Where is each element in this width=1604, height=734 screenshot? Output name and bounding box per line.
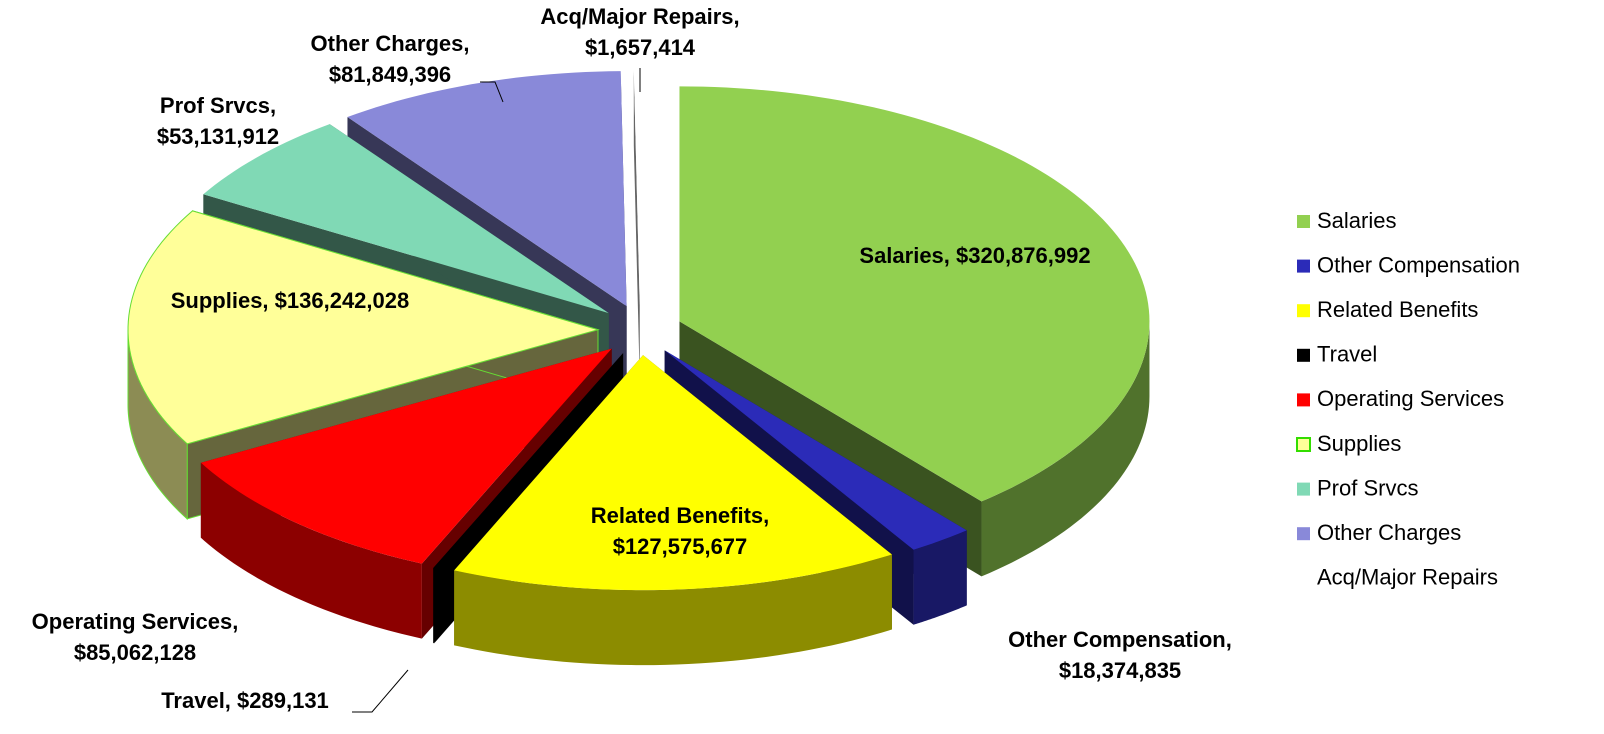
leader-line xyxy=(352,669,409,713)
data-label: Travel, $289,131 xyxy=(161,688,329,713)
slice-side xyxy=(633,69,640,380)
data-label: Other Compensation, $18,374,835 xyxy=(1008,627,1232,683)
data-label-line: $1,657,414 xyxy=(585,35,696,60)
data-label: Prof Srvcs, $53,131,912 xyxy=(157,93,279,149)
legend-swatch xyxy=(1297,348,1310,362)
data-label-line: $85,062,128 xyxy=(74,640,196,665)
legend-label: Other Compensation xyxy=(1317,252,1520,277)
data-label: Supplies, $136,242,028 xyxy=(171,288,410,313)
slice xyxy=(433,353,624,569)
legend-label: Operating Services xyxy=(1317,386,1504,411)
slice-side xyxy=(981,321,1150,577)
slice-side xyxy=(200,462,422,639)
slice xyxy=(633,69,640,380)
data-label-line: $18,374,835 xyxy=(1059,658,1181,683)
legend-label: Related Benefits xyxy=(1317,297,1478,322)
leader-line xyxy=(480,81,504,103)
slice xyxy=(347,71,627,307)
legend-swatch xyxy=(1297,304,1310,318)
slice xyxy=(200,348,612,564)
legend-label: Prof Srvcs xyxy=(1317,475,1418,500)
data-label: Acq/Major Repairs, $1,657,414 xyxy=(540,4,739,60)
data-label: Related Benefits, $127,575,677 xyxy=(591,503,770,559)
legend-swatch xyxy=(1297,527,1310,541)
slice xyxy=(664,350,967,550)
legend-label: Acq/Major Repairs xyxy=(1317,565,1498,590)
slice xyxy=(454,355,892,591)
slice-side xyxy=(454,554,892,666)
slice-side xyxy=(913,530,967,625)
data-label-line: Acq/Major Repairs, xyxy=(540,4,739,29)
legend-label: Other Charges xyxy=(1317,520,1461,545)
data-label-line: $127,575,677 xyxy=(613,534,748,559)
slice xyxy=(679,86,1150,502)
slice xyxy=(203,124,609,314)
data-label-line: $81,849,396 xyxy=(329,62,451,87)
data-label: Other Charges, $81,849,396 xyxy=(311,31,470,87)
slice xyxy=(633,69,640,305)
legend-swatch xyxy=(1297,482,1310,496)
legend-label: Salaries xyxy=(1317,208,1396,233)
legend-swatch xyxy=(1297,215,1310,228)
legend-swatch xyxy=(1297,259,1310,273)
slice xyxy=(127,210,600,445)
legend-swatch xyxy=(1297,393,1310,407)
legend-swatch xyxy=(1296,437,1311,452)
slice-side xyxy=(433,568,435,644)
legend-label: Supplies xyxy=(1317,431,1401,456)
data-label: Salaries, $320,876,992 xyxy=(859,243,1090,268)
data-label-line: Related Benefits, xyxy=(591,503,770,528)
legend-label: Travel xyxy=(1317,342,1377,367)
data-label: Operating Services, $85,062,128 xyxy=(32,609,239,665)
data-label-line: Prof Srvcs, xyxy=(160,93,276,118)
data-label-line: Other Charges, xyxy=(311,31,470,56)
data-label-line: $53,131,912 xyxy=(157,124,279,149)
slice xyxy=(454,355,892,666)
data-label-line: Operating Services, xyxy=(32,609,239,634)
legend-swatch xyxy=(1297,571,1310,585)
data-label-line: Other Compensation, xyxy=(1008,627,1232,652)
